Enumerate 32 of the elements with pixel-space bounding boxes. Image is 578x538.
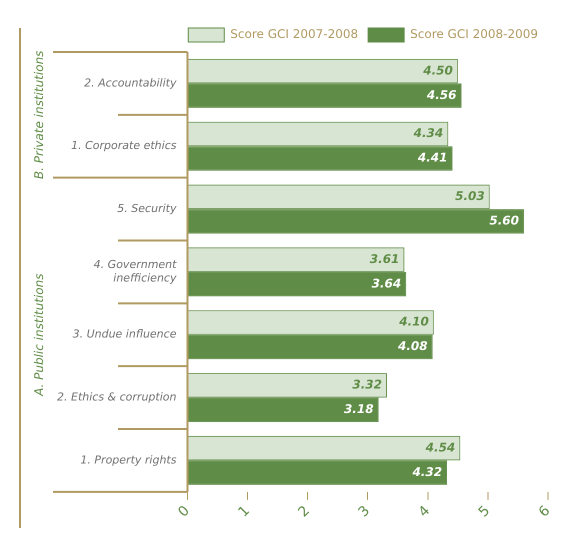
legend-label: Score GCI 2008-2009 <box>410 27 538 42</box>
data-label: 4.08 <box>397 339 428 354</box>
x-tick-label: 2 <box>295 502 314 520</box>
y-tick-label: 2. Accountability <box>84 76 177 90</box>
data-label: 5.60 <box>489 213 519 228</box>
data-label: 3.32 <box>352 377 382 392</box>
x-tick-label: 1 <box>235 502 253 520</box>
x-tick-label: 6 <box>536 502 554 520</box>
text: B. Private institutions <box>32 50 46 180</box>
data-label: 4.32 <box>411 464 442 479</box>
legend-label: Score GCI 2007-2008 <box>230 27 358 42</box>
y-tick-label: 4. Government inefficiency <box>94 258 178 284</box>
y-tick-label: 2. Ethics & corruption <box>56 390 177 404</box>
data-label: 3.64 <box>372 276 402 290</box>
data-label: 4.41 <box>416 150 448 165</box>
data-label: 4.54 <box>424 440 456 454</box>
y-tick-label: 3. Undue influence <box>72 328 177 341</box>
data-label: 4.56 <box>426 88 456 102</box>
y-tick-label: 1. Property rights <box>80 453 177 466</box>
data-label: 3.18 <box>344 402 374 416</box>
x-tick-label: 5 <box>476 502 494 520</box>
data-label: 4.34 <box>412 126 444 140</box>
y-tick-label: 1. Corporate ethics <box>71 139 177 152</box>
data-label: 4.10 <box>398 314 429 329</box>
data-label: 3.61 <box>370 252 400 266</box>
y-tick-label: 5. Security <box>117 202 177 215</box>
x-tick-label: 0 <box>175 502 193 520</box>
x-tick-label: 3 <box>356 502 374 520</box>
text: A. Public institutions <box>32 274 46 397</box>
x-tick-label: 4 <box>416 502 434 520</box>
data-label: 4.50 <box>422 63 453 78</box>
data-label: 5.03 <box>455 188 485 203</box>
